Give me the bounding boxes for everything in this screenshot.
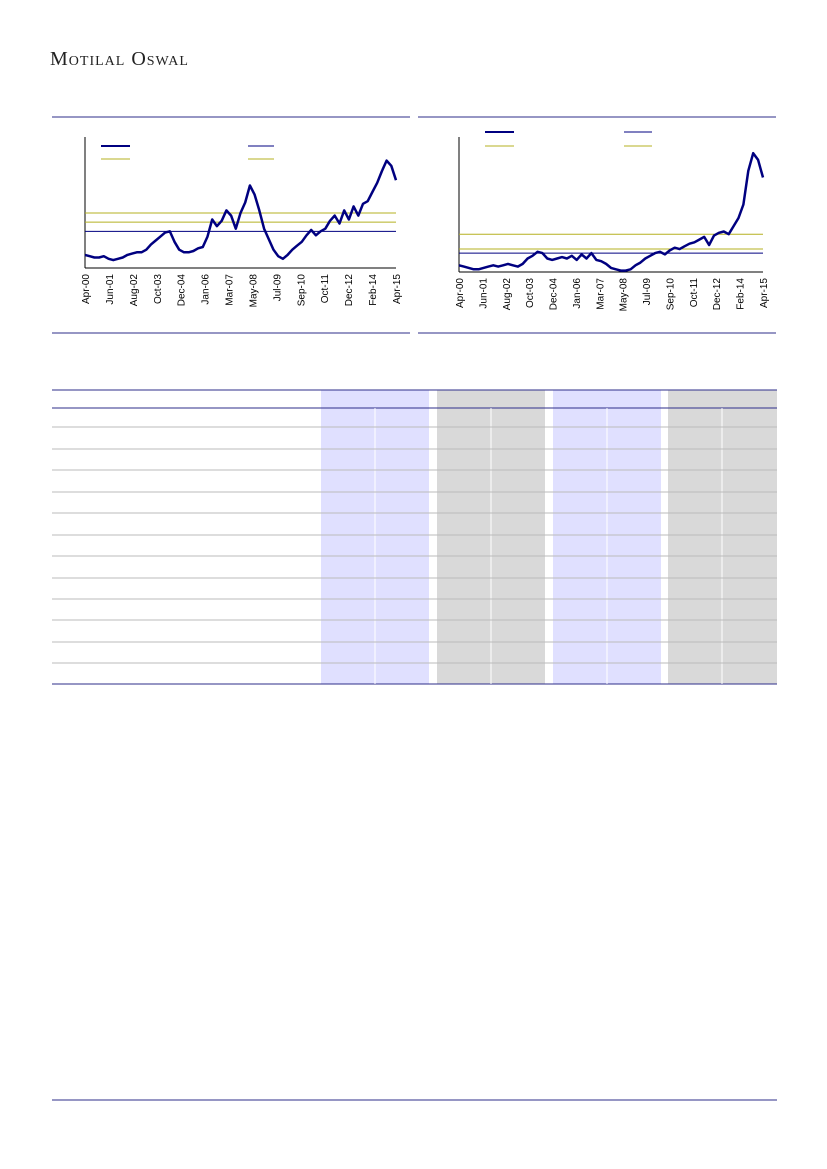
x-tick-label: Apr-15 (392, 274, 403, 304)
x-tick-label: Aug-02 (502, 278, 513, 311)
x-tick-label: Jul-09 (272, 274, 283, 302)
series-line (458, 151, 765, 272)
brand: Motilal Oswal (50, 48, 189, 70)
x-tick-label: Mar-07 (595, 278, 606, 310)
x-tick-label: Apr-00 (81, 274, 92, 304)
x-tick-label: Mar-07 (225, 274, 236, 306)
x-tick-label: May-08 (248, 274, 259, 308)
x-tick-label: Jan-06 (201, 274, 212, 305)
x-tick-label: Sep-10 (665, 278, 676, 311)
x-tick-label: Oct-03 (153, 274, 164, 304)
legends (101, 131, 652, 160)
x-tick-label: Feb-14 (368, 274, 379, 306)
x-tick-label: Dec-04 (177, 274, 188, 307)
series-line (84, 159, 398, 262)
x-tick-label: Feb-14 (736, 278, 747, 310)
chart-frames (52, 116, 776, 334)
x-tick-label: Apr-00 (455, 278, 466, 308)
x-tick-label: Jan-06 (572, 278, 583, 309)
x-tick-label: Apr-15 (759, 278, 770, 308)
x-tick-label: Sep-10 (296, 274, 307, 307)
x-tick-label: Oct-11 (320, 274, 331, 304)
x-tick-label: Dec-12 (712, 278, 723, 311)
x-tick-label: Oct-11 (689, 278, 700, 308)
x-tick-label: Dec-12 (344, 274, 355, 307)
x-tick-label: May-08 (619, 278, 630, 312)
x-tick-label: Jul-09 (642, 278, 653, 306)
x-tick-label: Jun-01 (105, 274, 116, 305)
table (52, 389, 777, 685)
x-tick-label: Jun-01 (478, 278, 489, 309)
x-tick-label: Dec-04 (549, 278, 560, 311)
x-tick-label: Aug-02 (129, 274, 140, 307)
x-tick-label: Oct-03 (525, 278, 536, 308)
